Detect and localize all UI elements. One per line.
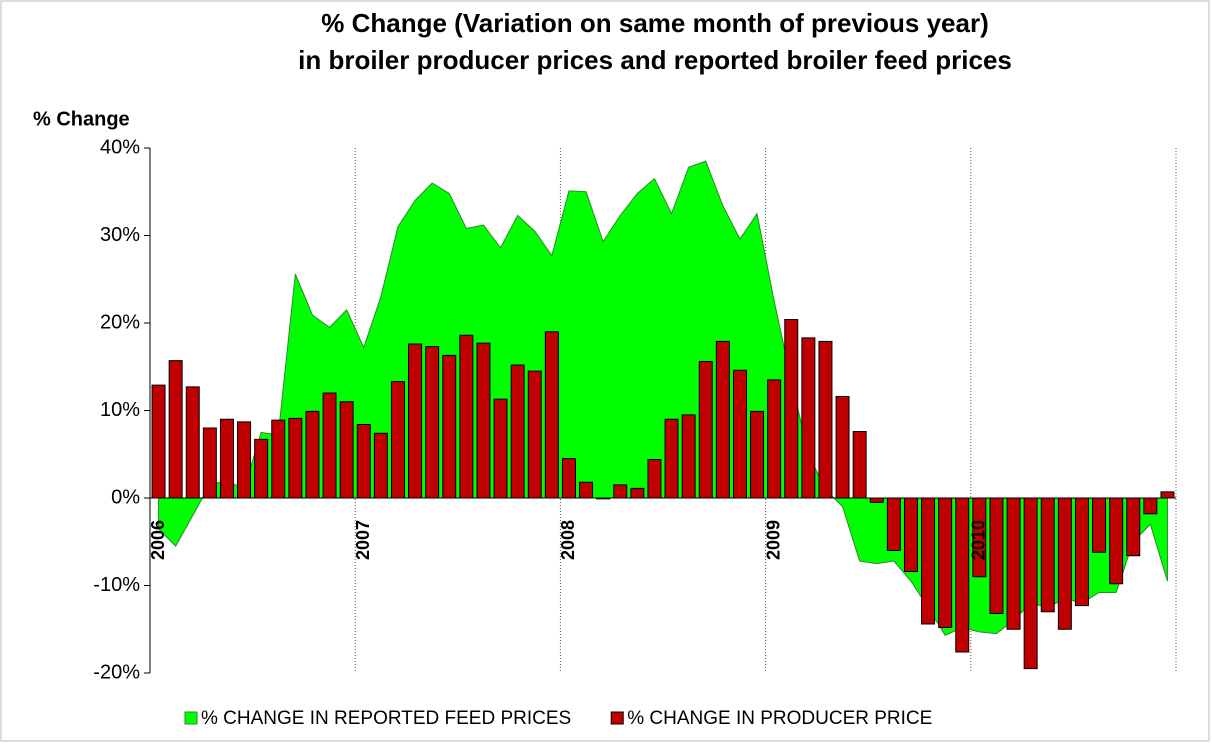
- bar: [732, 369, 747, 499]
- y-tick-label: 40%: [100, 136, 140, 158]
- bar: [835, 396, 850, 499]
- y-tick-label: -20%: [93, 661, 140, 683]
- bar: [425, 346, 440, 499]
- bar: [151, 384, 166, 499]
- bar: [373, 432, 388, 499]
- bar: [613, 484, 628, 499]
- bar: [801, 337, 816, 499]
- bar: [390, 381, 405, 499]
- y-tick-label: 20%: [100, 311, 140, 333]
- bar: [1109, 497, 1124, 585]
- y-tick-label: -10%: [93, 574, 140, 596]
- bar: [1126, 497, 1141, 557]
- y-tick-label: 0%: [111, 486, 140, 508]
- bar: [1057, 497, 1072, 630]
- bar: [356, 424, 371, 499]
- chart-title: % Change (Variation on same month of pre…: [321, 8, 988, 38]
- bar: [784, 319, 799, 499]
- bar: [1040, 497, 1055, 613]
- bar: [237, 421, 252, 499]
- bar: [767, 379, 782, 499]
- bar: [1143, 497, 1158, 515]
- y-tick-label: 10%: [100, 399, 140, 421]
- bar: [322, 392, 337, 499]
- bar: [921, 497, 936, 625]
- bar: [459, 334, 474, 499]
- x-tick-label: 2009: [763, 520, 783, 560]
- bar: [869, 497, 884, 503]
- bar: [715, 340, 730, 499]
- bar: [664, 418, 679, 499]
- bar: [698, 361, 713, 499]
- bar: [219, 418, 234, 499]
- bar: [442, 354, 457, 499]
- bar: [271, 419, 286, 499]
- bar: [1006, 497, 1021, 630]
- legend-label: % CHANGE IN REPORTED FEED PRICES: [201, 708, 571, 729]
- bar: [288, 417, 303, 499]
- y-tick-label: 30%: [100, 224, 140, 246]
- legend-label: % CHANGE IN PRODUCER PRICE: [627, 708, 932, 729]
- bar: [852, 431, 867, 499]
- legend-swatch: [184, 711, 198, 725]
- bar: [579, 481, 594, 499]
- bar: [185, 386, 200, 499]
- legend-swatch: [610, 711, 624, 725]
- bar: [903, 497, 918, 572]
- bar: [681, 414, 696, 499]
- bar: [955, 497, 970, 653]
- x-tick-label: 2006: [148, 520, 168, 560]
- bar: [1092, 497, 1107, 553]
- bar: [561, 458, 576, 499]
- bar: [750, 410, 765, 499]
- bar: [476, 342, 491, 499]
- chart-title: in broiler producer prices and reported …: [298, 45, 1012, 75]
- x-tick-label: 2010: [969, 520, 989, 560]
- bar: [339, 401, 354, 499]
- bar: [408, 343, 423, 499]
- y-axis-label: % Change: [33, 108, 130, 130]
- bar: [938, 497, 953, 628]
- bar: [510, 364, 525, 499]
- bar: [1160, 491, 1175, 499]
- bar: [886, 497, 901, 551]
- bar: [493, 398, 508, 499]
- bar: [544, 331, 559, 499]
- bar: [1023, 497, 1038, 670]
- bar: [630, 487, 645, 499]
- bar: [254, 438, 269, 499]
- x-tick-label: 2007: [353, 520, 373, 560]
- bar: [527, 370, 542, 499]
- bar: [818, 340, 833, 499]
- bar: [989, 497, 1004, 614]
- x-tick-label: 2008: [558, 520, 578, 560]
- bar: [305, 410, 320, 499]
- bar: [202, 427, 217, 499]
- bar: [647, 459, 662, 499]
- bar: [168, 360, 183, 499]
- bar: [1074, 497, 1089, 607]
